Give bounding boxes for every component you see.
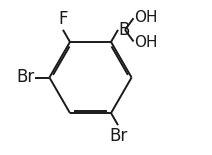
- Text: OH: OH: [134, 35, 158, 50]
- Text: OH: OH: [134, 10, 158, 25]
- Text: B: B: [119, 21, 130, 39]
- Text: F: F: [58, 10, 68, 28]
- Text: Br: Br: [17, 69, 35, 86]
- Text: Br: Br: [109, 127, 127, 145]
